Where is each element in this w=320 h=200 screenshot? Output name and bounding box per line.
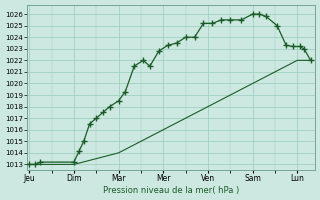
X-axis label: Pression niveau de la mer( hPa ): Pression niveau de la mer( hPa ) (103, 186, 239, 195)
